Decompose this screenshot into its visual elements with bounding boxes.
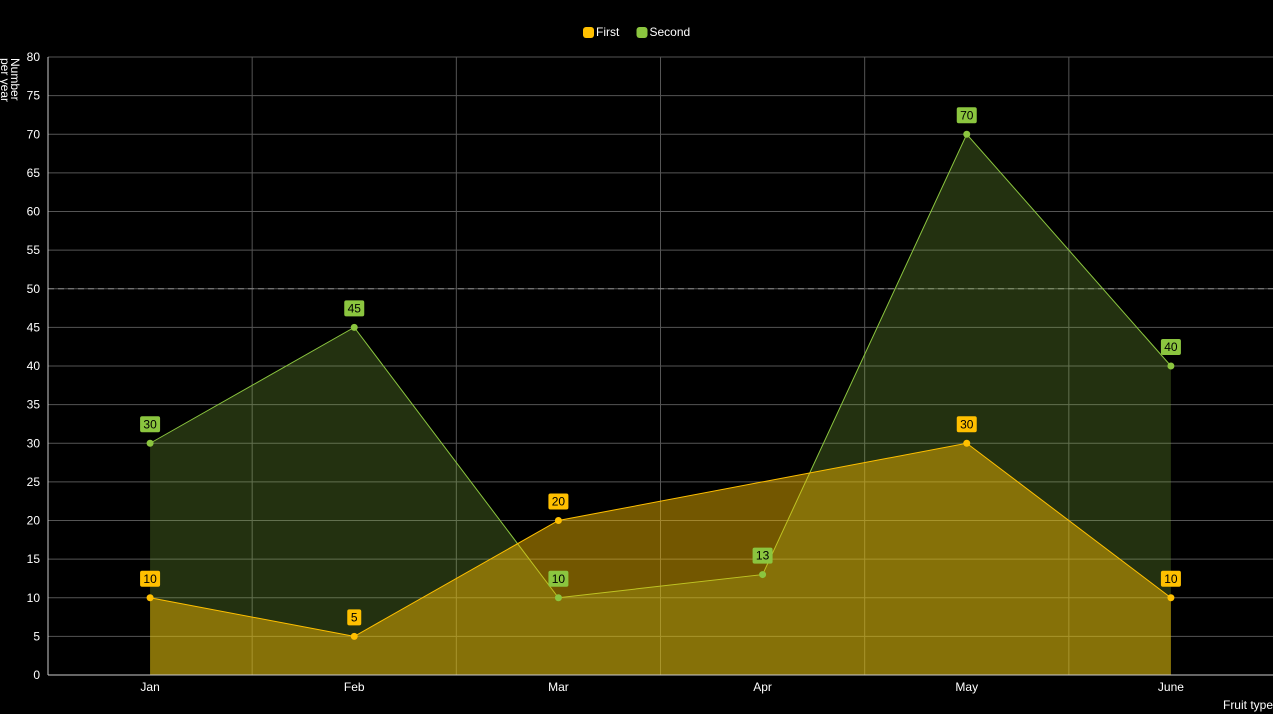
data-label: 45: [348, 301, 362, 315]
data-label-box: [140, 570, 161, 587]
legend-swatch-first: [583, 27, 594, 38]
y-tick-label: 80: [27, 50, 41, 64]
data-point: [146, 594, 154, 602]
data-label-box: [956, 107, 977, 124]
y-tick-label: 50: [27, 282, 41, 296]
x-axis-title: Fruit type: [1223, 698, 1273, 712]
y-tick-label: 65: [27, 166, 41, 180]
data-point: [963, 130, 971, 138]
data-label-box: [548, 493, 569, 510]
data-label-box: [140, 416, 161, 433]
x-tick-label: June: [1158, 680, 1184, 694]
y-axis-title: Number per year: [0, 58, 22, 104]
data-point: [1167, 594, 1175, 602]
data-label-box: [752, 547, 773, 564]
data-label: 30: [143, 417, 157, 431]
axis-titles: Fruit type Number per year: [0, 58, 1273, 712]
y-tick-label: 70: [27, 127, 41, 141]
y-axis-title-line-2: per year: [0, 58, 12, 102]
y-tick-label: 10: [27, 591, 41, 605]
y-tick-label: 45: [27, 320, 41, 334]
y-tick-label: 75: [27, 89, 41, 103]
data-label: 40: [1164, 340, 1178, 354]
data-label-box: [347, 609, 362, 626]
legend: First Second: [583, 25, 690, 39]
data-label-box: [1160, 570, 1181, 587]
area-fill-first: [150, 443, 1171, 675]
series-line-second: [149, 133, 1172, 599]
y-tick-label: 5: [33, 629, 40, 643]
data-label: 20: [552, 495, 566, 509]
y-tick-label: 20: [27, 514, 41, 528]
area-fill-second: [150, 134, 1171, 675]
y-axis-title-line-1: Number: [8, 58, 22, 101]
x-tick-label: May: [955, 680, 978, 694]
data-point: [759, 571, 767, 579]
data-label: 70: [960, 108, 974, 122]
data-point: [350, 632, 358, 640]
y-tick-label: 60: [27, 205, 41, 219]
y-tick-label: 30: [27, 436, 41, 450]
data-point: [1167, 362, 1175, 370]
data-label-box: [548, 570, 569, 587]
x-tick-label: Jan: [140, 680, 159, 694]
legend-label-first: First: [596, 25, 620, 39]
x-tick-label: Feb: [344, 680, 365, 694]
y-tick-label: 25: [27, 475, 41, 489]
y-tick-label: 35: [27, 398, 41, 412]
y-tick-label: 15: [27, 552, 41, 566]
data-point: [554, 517, 562, 524]
series-points: 10 5 20 30 10 30 45 10 13 70 40: [140, 107, 1181, 640]
data-label-box: [956, 416, 977, 433]
y-tick-label: 0: [33, 668, 40, 682]
grid: [48, 56, 1273, 675]
data-label: 10: [552, 572, 566, 586]
data-label: 13: [756, 549, 770, 563]
data-point: [554, 594, 562, 602]
data-point: [146, 439, 154, 447]
data-label: 10: [1164, 572, 1178, 586]
x-tick-label: Apr: [753, 680, 772, 694]
x-tick-label: Mar: [548, 680, 569, 694]
y-tick-label: 40: [27, 359, 41, 373]
data-label: 5: [351, 610, 358, 624]
legend-label-second: Second: [650, 25, 691, 39]
series-areas: [149, 133, 1172, 675]
data-point: [963, 439, 971, 447]
data-point: [350, 323, 358, 331]
data-label-box: [1160, 339, 1181, 355]
data-label: 10: [143, 572, 157, 586]
data-label-box: [344, 300, 365, 317]
y-tick-label: 55: [27, 243, 41, 257]
legend-swatch-second: [636, 27, 648, 38]
axes: 0 5 10 15 20 25 30 35 40 45 50 55 60 65 70 75 80 Jan Feb Ma…: [27, 50, 1273, 694]
data-label: 30: [960, 417, 974, 431]
